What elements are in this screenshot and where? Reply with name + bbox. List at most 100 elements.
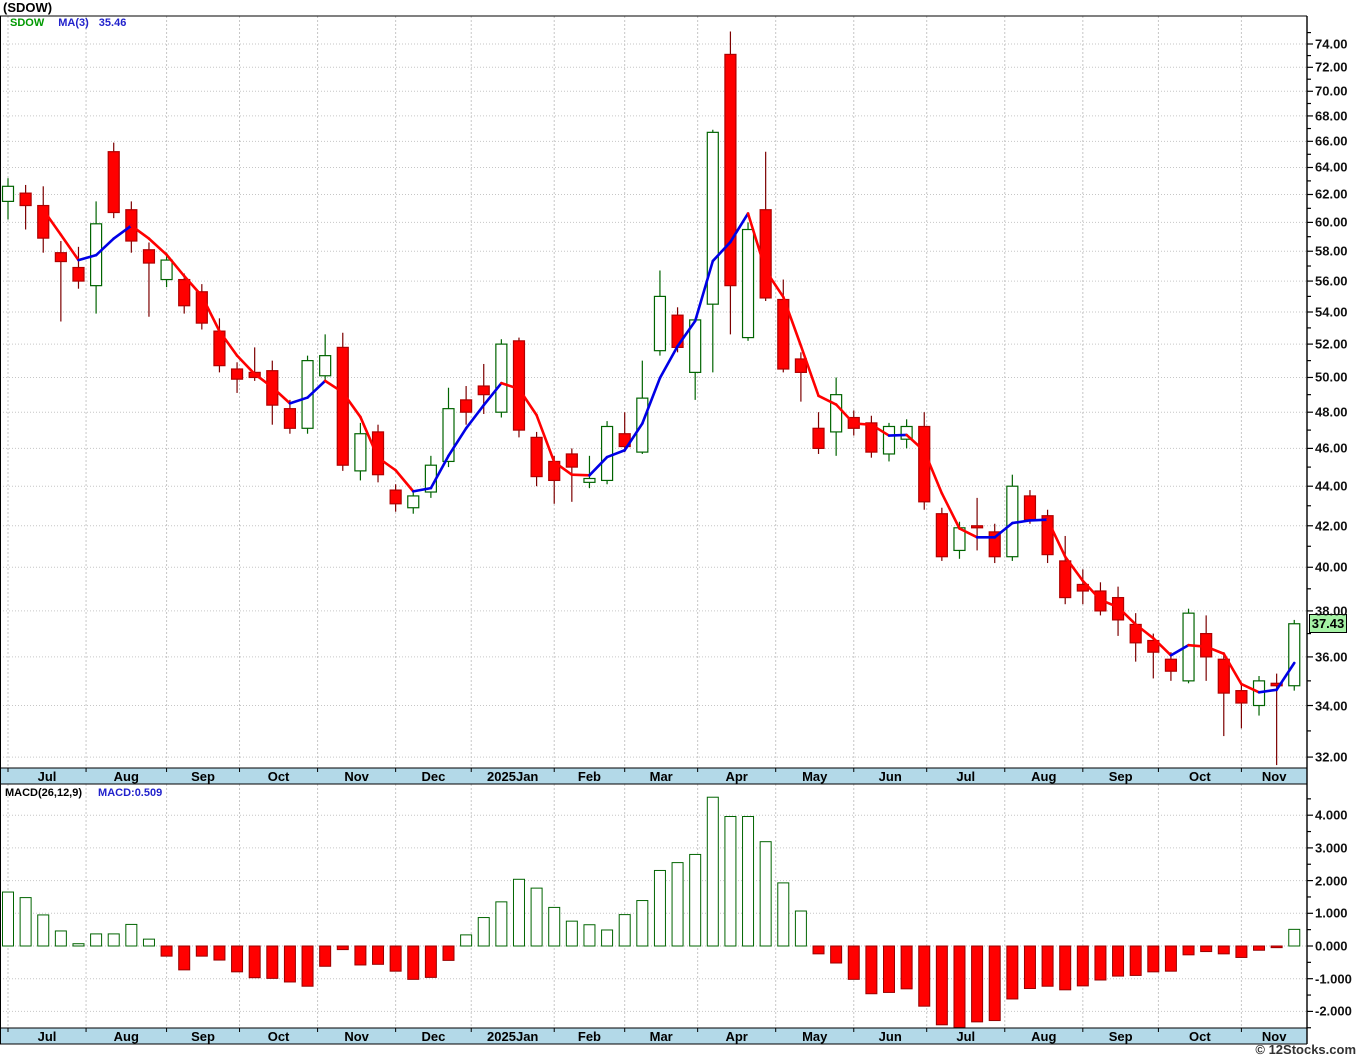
macd-axis-label: 3.000 [1315,840,1348,856]
ma-line-segment [799,344,820,398]
macd-bar [266,945,279,979]
macd-bar [935,945,948,1026]
chart-title: (SDOW) [3,0,53,15]
ma-line-segment [1011,519,1032,525]
month-label: 2025Jan [487,769,539,784]
month-label: May [802,1029,828,1044]
macd-bar [548,906,561,947]
macd-bar [37,914,50,947]
macd-bar [971,945,984,1023]
ma-line-segment [270,385,292,405]
macd-bar [336,945,349,951]
ma-line-segment [1240,682,1261,694]
macd-bar [477,917,490,947]
month-label: Oct [267,1029,290,1044]
month-label: Oct [267,769,290,784]
month-label: May [802,769,828,784]
month-label: 2025Jan [487,1029,539,1044]
ma-line-segment [1028,518,1049,522]
candle-body [970,525,984,529]
candle-body [830,394,843,433]
macd-bar [530,887,543,947]
macd-bar [1112,945,1125,977]
price-axis-label: 62.00 [1315,186,1348,202]
candle-body [988,531,1001,558]
macd-axis-label: -1.000 [1315,971,1352,987]
price-axis-label: 68.00 [1315,108,1348,124]
macd-axis-label: 4.000 [1315,807,1348,823]
macd-bar [918,945,931,1007]
macd-bar [424,945,437,978]
month-label: Aug [113,1029,139,1044]
macd-bar [1076,945,1089,987]
ma-line-segment [993,521,1014,539]
macd-bar [865,945,878,995]
macd-bar [689,853,702,947]
candle-body [1270,682,1283,687]
price-axis-label: 32.00 [1315,749,1348,765]
macd-bar [601,929,614,947]
candle-body [54,252,67,263]
month-label: Nov [1261,1029,1287,1044]
macd-bar [883,945,895,993]
month-label: Jun [878,1029,902,1044]
month-label: Dec [421,1029,446,1044]
candle-body [741,228,755,339]
legend-symbol: SDOW [10,17,45,29]
month-label: Mar [649,769,673,784]
macd-bar [988,945,1001,1022]
ma-line-segment [1116,605,1137,626]
candle-body [1164,658,1178,672]
macd-bar [1059,945,1072,991]
price-axis-label: 72.00 [1315,59,1348,75]
macd-bar [706,796,719,947]
ma-line-segment [1222,652,1243,686]
ma-line-segment [535,413,556,464]
candle-body [900,425,913,440]
price-axis-label: 46.00 [1315,440,1348,456]
candle-body [142,249,156,264]
ma-line-segment [182,274,204,298]
macd-bar [354,945,367,966]
current-price-badge: 37.43 [1309,614,1347,633]
price-axis-label: 48.00 [1315,404,1348,420]
macd-bar [759,841,772,947]
month-label: Dec [421,769,446,784]
month-band [0,1028,1307,1044]
macd-bar [1164,945,1177,972]
macd-bar [372,945,385,965]
candle-body [1,185,15,202]
macd-bar [671,862,684,947]
candle-body [354,433,367,472]
candle-body [530,436,543,478]
ma-line-segment [59,233,80,262]
ma-line-segment [517,387,538,417]
price-axis-label: 56.00 [1315,273,1348,289]
candle-body [37,204,50,239]
month-label: Aug [113,769,139,784]
macd-bar [724,816,737,947]
ma-line-segment [341,391,362,419]
macd-bar [847,945,860,980]
macd-bar [407,945,420,980]
macd-bar [1235,945,1248,958]
ma-line-segment [958,527,979,539]
month-label: Jun [878,769,902,784]
macd-bar [319,945,332,967]
ma-line-segment [359,415,380,459]
candle-body [583,477,596,483]
candle-body [724,53,737,287]
candle-body [882,425,896,455]
ma-line-segment [764,269,785,299]
candle-body [1059,560,1072,599]
candle-body [1235,690,1248,704]
macd-bar [742,816,755,947]
month-label: Jul [37,1029,57,1044]
month-label: Apr [725,1029,748,1044]
macd-bar [1270,945,1283,949]
macd-bar [495,901,508,947]
macd-bar [195,945,208,957]
ma-line-segment [711,240,732,263]
macd-bar [1217,945,1230,955]
